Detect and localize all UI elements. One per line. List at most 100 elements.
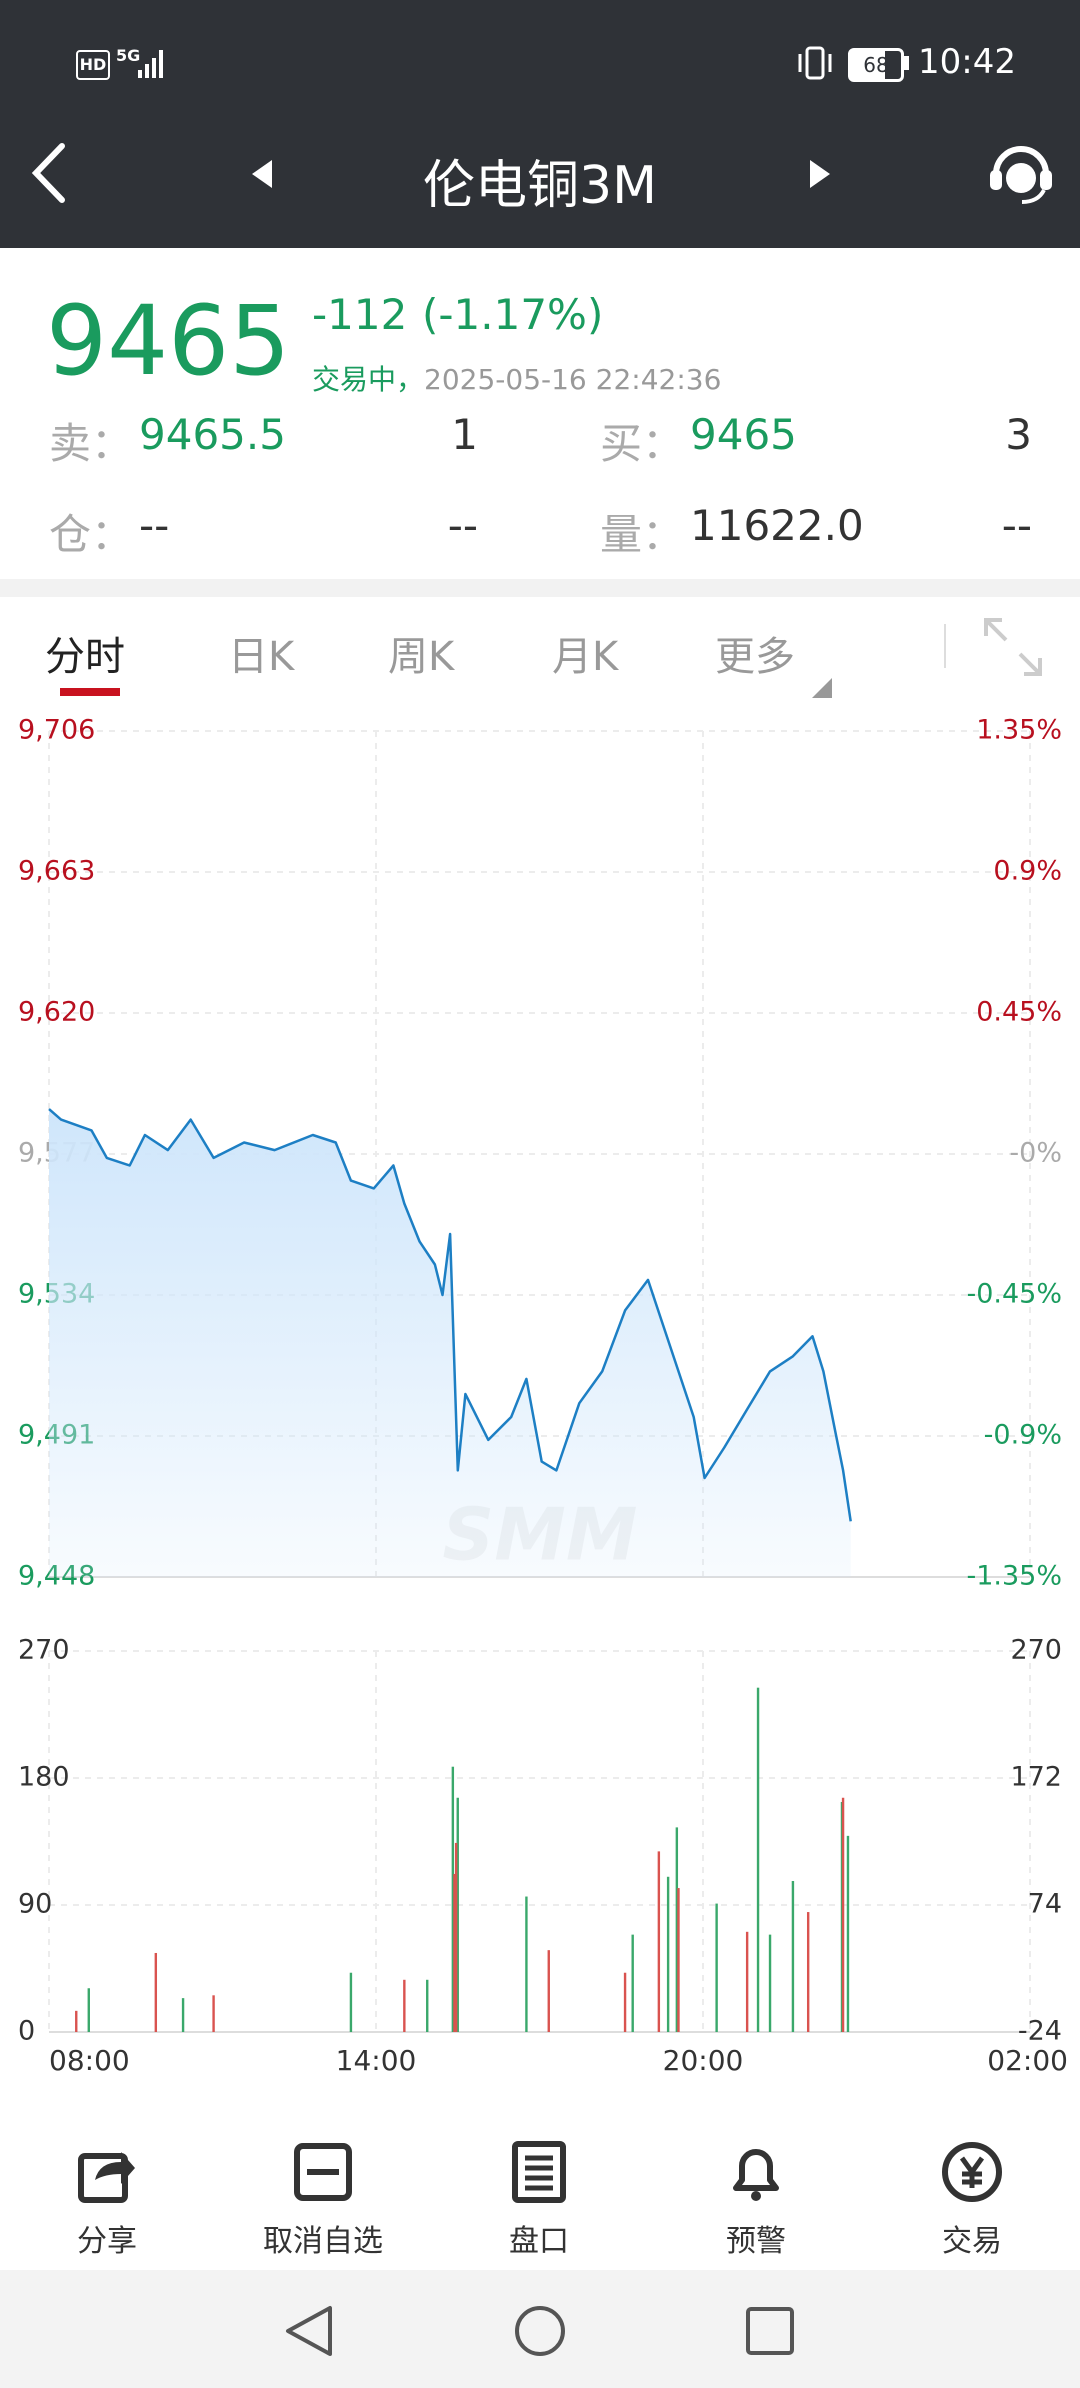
charts: 9,7069,6639,6209,5779,5349,4919,4481.35%… bbox=[18, 715, 1068, 2078]
volume-bar bbox=[745, 1931, 749, 2032]
volume-bar bbox=[454, 1842, 458, 2032]
volume-bar bbox=[525, 1896, 528, 2032]
network-type: 5G bbox=[116, 46, 141, 65]
battery: 68 bbox=[848, 48, 904, 82]
y2-tick-label: -0.9% bbox=[984, 1420, 1062, 1451]
nav-recent[interactable] bbox=[746, 2307, 794, 2355]
y-tick-label: 9,620 bbox=[18, 997, 95, 1028]
y-tick-label: 90 bbox=[18, 1889, 52, 1920]
volume-bar bbox=[631, 1934, 634, 2032]
field-label: 量： bbox=[600, 510, 685, 559]
volume-bar bbox=[677, 1888, 680, 2032]
page-title: 伦电铜3M bbox=[423, 156, 657, 216]
tab[interactable]: 更多 bbox=[715, 634, 795, 680]
volume-bar bbox=[623, 1972, 627, 2032]
tab[interactable]: 日K bbox=[228, 634, 295, 680]
toolbar-item[interactable]: 取消自选 bbox=[223, 2140, 423, 2260]
toolbar-label: 取消自选 bbox=[263, 2224, 383, 2259]
y2-tick-label: 0.45% bbox=[976, 997, 1062, 1028]
field-value: -- bbox=[139, 501, 170, 550]
volume-bar bbox=[666, 1876, 670, 2032]
volume-bar bbox=[426, 1979, 429, 2032]
back-button[interactable] bbox=[24, 140, 74, 206]
toolbar-icon bbox=[294, 2143, 352, 2201]
field-value: 9465.5 bbox=[139, 410, 286, 459]
last-price: 9465 bbox=[46, 285, 291, 397]
price-line bbox=[48, 1108, 852, 1522]
fullscreen-button[interactable] bbox=[980, 614, 1046, 680]
volume-bar bbox=[806, 1912, 810, 2032]
signal-icon bbox=[138, 50, 163, 78]
hd-badge: HD bbox=[76, 50, 110, 80]
nav-home[interactable] bbox=[515, 2306, 565, 2356]
y2-tick-label: -1.35% bbox=[966, 1561, 1062, 1592]
prev-button[interactable] bbox=[248, 158, 276, 190]
volume-bar bbox=[846, 1835, 850, 2032]
trade-status: 交易中， bbox=[312, 363, 425, 396]
vibrate-icon bbox=[798, 46, 832, 80]
nav-bar bbox=[0, 2270, 1080, 2388]
separator bbox=[0, 579, 1080, 597]
volume-bar bbox=[456, 1797, 459, 2032]
toolbar-icon bbox=[512, 2141, 566, 2203]
nav-buttons bbox=[286, 2306, 794, 2356]
trade-status-line: 交易中，2025-05-16 22:42:36 bbox=[312, 358, 721, 398]
volume-bar bbox=[756, 1687, 760, 2032]
volume-bar bbox=[181, 1998, 185, 2032]
field-qty: -- bbox=[447, 501, 478, 550]
y-tick-label: 180 bbox=[18, 1762, 70, 1793]
more-arrow bbox=[812, 678, 832, 698]
toolbar-label: 预警 bbox=[726, 2224, 786, 2259]
y2-tick-label: 1.35% bbox=[976, 715, 1062, 746]
clock: 10:42 bbox=[918, 42, 1016, 82]
top-bar: HD 5G 68 10:42 伦电铜3M bbox=[0, 0, 1080, 248]
y-tick-label: 0 bbox=[18, 2016, 35, 2047]
x-tick-label: 14:00 bbox=[336, 2044, 417, 2077]
y2-tick-label: -24 bbox=[1018, 2016, 1062, 2047]
volume-bar bbox=[453, 1873, 456, 2032]
volume-bar bbox=[403, 1979, 406, 2032]
price-change: -112 bbox=[312, 290, 408, 339]
timestamp: 2025-05-16 22:42:36 bbox=[424, 363, 722, 396]
y2-tick-label: -0.45% bbox=[966, 1279, 1062, 1310]
toolbar-item[interactable]: 盘口 bbox=[439, 2140, 639, 2260]
volume-bar bbox=[547, 1950, 550, 2032]
battery-tip bbox=[904, 56, 909, 70]
field-qty: 3 bbox=[1005, 410, 1032, 459]
price-area bbox=[49, 1109, 851, 1577]
nav-back[interactable] bbox=[286, 2306, 332, 2356]
volume-bar bbox=[841, 1797, 845, 2032]
y2-tick-label: -0% bbox=[1009, 1138, 1062, 1169]
volume-bar bbox=[349, 1972, 353, 2032]
tab[interactable]: 月K bbox=[552, 634, 619, 680]
toolbar-item[interactable]: 预警 bbox=[656, 2140, 856, 2260]
field-label: 仓： bbox=[49, 510, 134, 559]
field-qty: -- bbox=[1001, 501, 1032, 550]
volume-bar bbox=[791, 1881, 795, 2032]
toolbar-item[interactable]: 分享 bbox=[7, 2140, 207, 2260]
volume-bar bbox=[715, 1903, 718, 2032]
field-qty: 1 bbox=[451, 410, 478, 459]
toolbar-label: 分享 bbox=[77, 2224, 137, 2259]
y-tick-label: 9,706 bbox=[18, 715, 95, 746]
service-button[interactable] bbox=[986, 140, 1056, 206]
volume-bar bbox=[768, 1934, 772, 2032]
toolbar-icon bbox=[733, 2149, 779, 2201]
toolbar-label: 交易 bbox=[942, 2224, 1002, 2259]
volume-bar bbox=[451, 1766, 455, 2032]
volume-bar bbox=[675, 1827, 679, 2032]
toolbar-icon bbox=[78, 2152, 135, 2203]
volume-bar bbox=[75, 2010, 78, 2032]
field-value: 9465 bbox=[690, 410, 797, 459]
toolbar-icon bbox=[942, 2142, 1002, 2202]
field-value: 11622.0 bbox=[690, 501, 864, 550]
tab[interactable]: 周K bbox=[388, 634, 455, 680]
y2-tick-label: 270 bbox=[1010, 1635, 1062, 1666]
tab[interactable]: 分时 bbox=[45, 634, 125, 680]
next-button[interactable] bbox=[806, 158, 834, 190]
volume-bar bbox=[212, 1995, 215, 2032]
price-change-pct: (-1.17%) bbox=[422, 290, 604, 339]
y-tick-label: 270 bbox=[18, 1635, 70, 1666]
toolbar-item[interactable]: 交易 bbox=[872, 2140, 1072, 2260]
